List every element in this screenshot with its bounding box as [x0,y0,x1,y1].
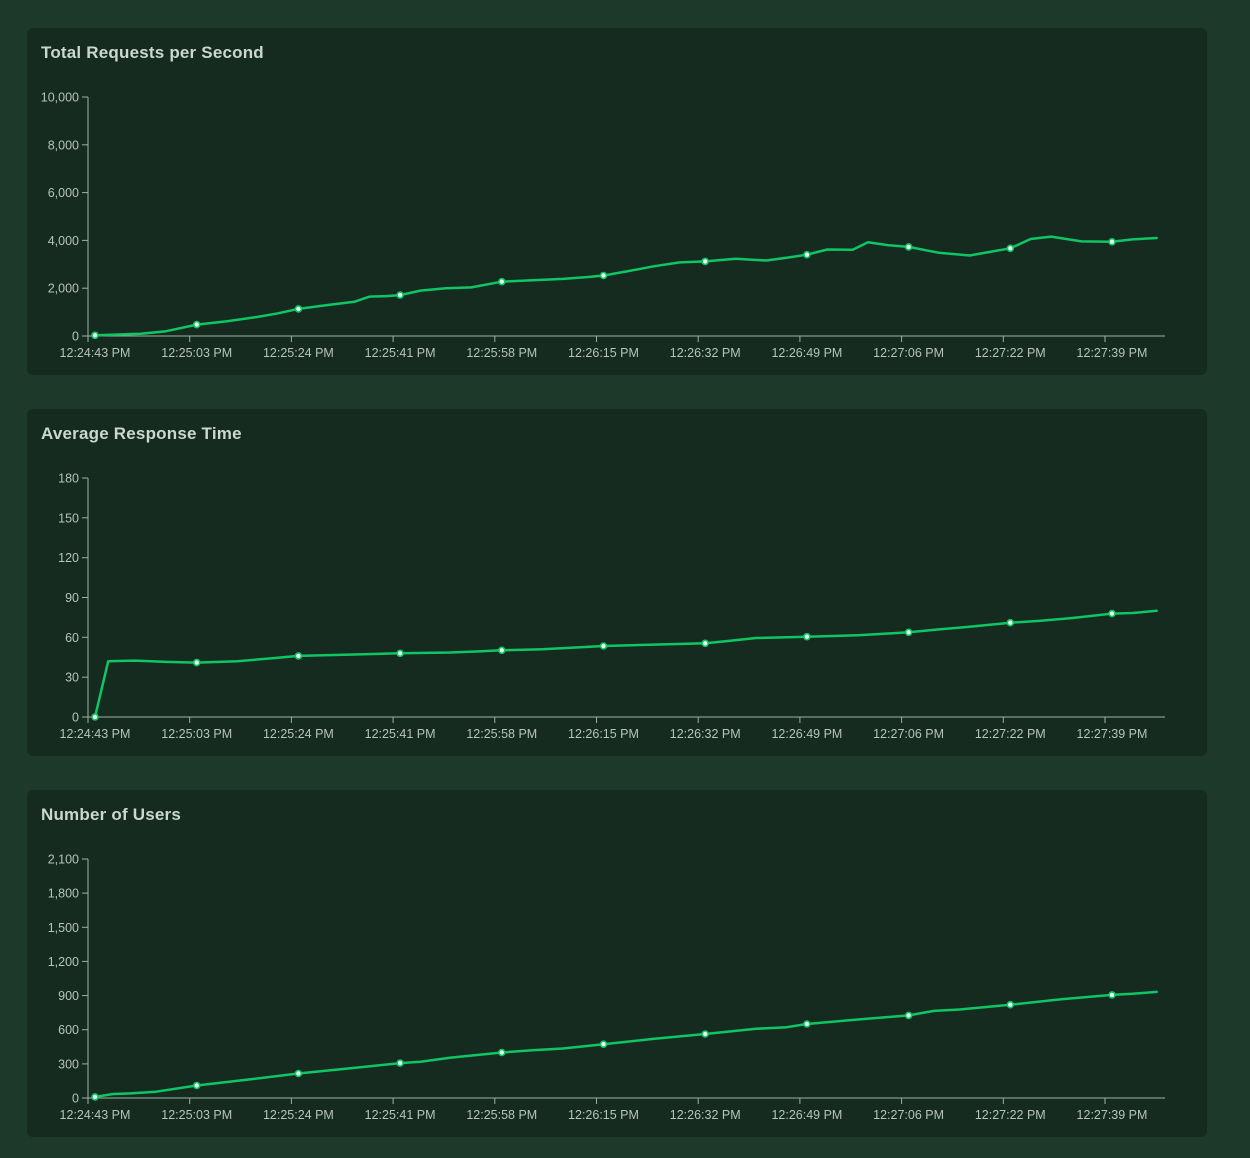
data-point-markers [91,609,1116,721]
svg-text:12:24:43 PM: 12:24:43 PM [60,1108,131,1122]
chart-card-number-of-users: Number of Users 0 300 600 900 1,200 1,500 1,80… [27,790,1207,1137]
svg-text:900: 900 [58,989,79,1003]
data-point-markers [91,238,1116,340]
svg-text:12:25:58 PM: 12:25:58 PM [466,1108,537,1122]
svg-text:120: 120 [58,551,79,565]
svg-text:600: 600 [58,1023,79,1037]
svg-text:8,000: 8,000 [48,138,79,152]
svg-text:12:25:03 PM: 12:25:03 PM [161,346,232,360]
svg-text:180: 180 [58,472,79,486]
svg-text:90: 90 [65,591,79,605]
svg-text:30: 30 [65,671,79,685]
svg-text:12:25:41 PM: 12:25:41 PM [365,727,436,741]
chart-title: Total Requests per Second [41,43,264,62]
series-line [93,235,1158,337]
svg-text:12:27:22 PM: 12:27:22 PM [975,346,1046,360]
svg-text:12:25:03 PM: 12:25:03 PM [161,1108,232,1122]
svg-text:12:25:24 PM: 12:25:24 PM [263,1108,334,1122]
x-axis: 12:24:43 PM 12:25:03 PM 12:25:24 PM 12:25:4… [60,335,1165,360]
svg-text:150: 150 [58,511,79,525]
svg-text:12:24:43 PM: 12:24:43 PM [60,727,131,741]
svg-text:12:26:49 PM: 12:26:49 PM [771,727,842,741]
svg-text:2,100: 2,100 [48,853,79,867]
svg-text:12:27:39 PM: 12:27:39 PM [1077,1108,1148,1122]
number-of-users-chart[interactable]: 0 300 600 900 1,200 1,500 1,800 2,100 12:24:43 P… [27,847,1207,1129]
svg-text:10,000: 10,000 [41,91,79,105]
svg-text:1,800: 1,800 [48,887,79,901]
y-axis: 0 300 600 900 1,200 1,500 1,800 2,100 [48,853,89,1106]
svg-text:0: 0 [72,330,79,344]
svg-text:12:26:32 PM: 12:26:32 PM [670,346,741,360]
series-line [93,609,1158,719]
svg-text:12:27:39 PM: 12:27:39 PM [1077,346,1148,360]
y-axis: 0 2,000 4,000 6,000 8,000 10,000 [41,91,89,344]
average-response-time-chart[interactable]: 0 30 60 90 120 150 180 12:24:43 PM 12:25:03 PM 12… [27,466,1207,748]
chart-title: Average Response Time [41,424,242,443]
svg-text:12:25:41 PM: 12:25:41 PM [365,1108,436,1122]
svg-text:12:26:32 PM: 12:26:32 PM [670,1108,741,1122]
svg-text:0: 0 [72,711,79,725]
series-line [93,990,1158,1099]
svg-text:12:27:06 PM: 12:27:06 PM [873,1108,944,1122]
y-axis: 0 30 60 90 120 150 180 [58,472,89,725]
x-axis: 12:24:43 PM 12:25:03 PM 12:25:24 PM 12:25:4… [60,716,1165,741]
chart-card-total-requests-per-second: Total Requests per Second 0 2,000 4,000 6,0… [27,28,1207,375]
svg-text:12:25:24 PM: 12:25:24 PM [263,727,334,741]
svg-text:12:27:06 PM: 12:27:06 PM [873,346,944,360]
svg-text:1,200: 1,200 [48,955,79,969]
svg-text:4,000: 4,000 [48,234,79,248]
svg-text:12:27:06 PM: 12:27:06 PM [873,727,944,741]
svg-text:12:26:49 PM: 12:26:49 PM [771,1108,842,1122]
chart-canvas[interactable]: 0 300 600 900 1,200 1,500 1,800 2,100 12:24:43 P… [27,847,1207,1129]
svg-text:6,000: 6,000 [48,186,79,200]
svg-text:12:24:43 PM: 12:24:43 PM [60,346,131,360]
svg-text:12:25:03 PM: 12:25:03 PM [161,727,232,741]
x-axis: 12:24:43 PM 12:25:03 PM 12:25:24 PM 12:25:4… [60,1097,1165,1122]
svg-text:12:25:41 PM: 12:25:41 PM [365,346,436,360]
svg-text:12:27:22 PM: 12:27:22 PM [975,727,1046,741]
svg-text:12:26:49 PM: 12:26:49 PM [771,346,842,360]
svg-text:12:25:58 PM: 12:25:58 PM [466,727,537,741]
svg-text:1,500: 1,500 [48,921,79,935]
svg-text:12:27:22 PM: 12:27:22 PM [975,1108,1046,1122]
svg-text:12:26:15 PM: 12:26:15 PM [568,346,639,360]
total-requests-per-second-chart[interactable]: 0 2,000 4,000 6,000 8,000 10,000 12:24:43 PM 12… [27,85,1207,367]
svg-text:0: 0 [72,1092,79,1106]
chart-card-average-response-time: Average Response Time 0 30 60 90 120 150 180 12… [27,409,1207,756]
svg-text:12:25:58 PM: 12:25:58 PM [466,346,537,360]
data-point-markers [91,991,1116,1101]
svg-text:12:26:32 PM: 12:26:32 PM [670,727,741,741]
svg-text:12:26:15 PM: 12:26:15 PM [568,727,639,741]
svg-text:12:27:39 PM: 12:27:39 PM [1077,727,1148,741]
svg-text:60: 60 [65,631,79,645]
svg-text:2,000: 2,000 [48,282,79,296]
svg-text:12:26:15 PM: 12:26:15 PM [568,1108,639,1122]
chart-title: Number of Users [41,805,181,824]
svg-text:300: 300 [58,1057,79,1071]
svg-text:12:25:24 PM: 12:25:24 PM [263,346,334,360]
